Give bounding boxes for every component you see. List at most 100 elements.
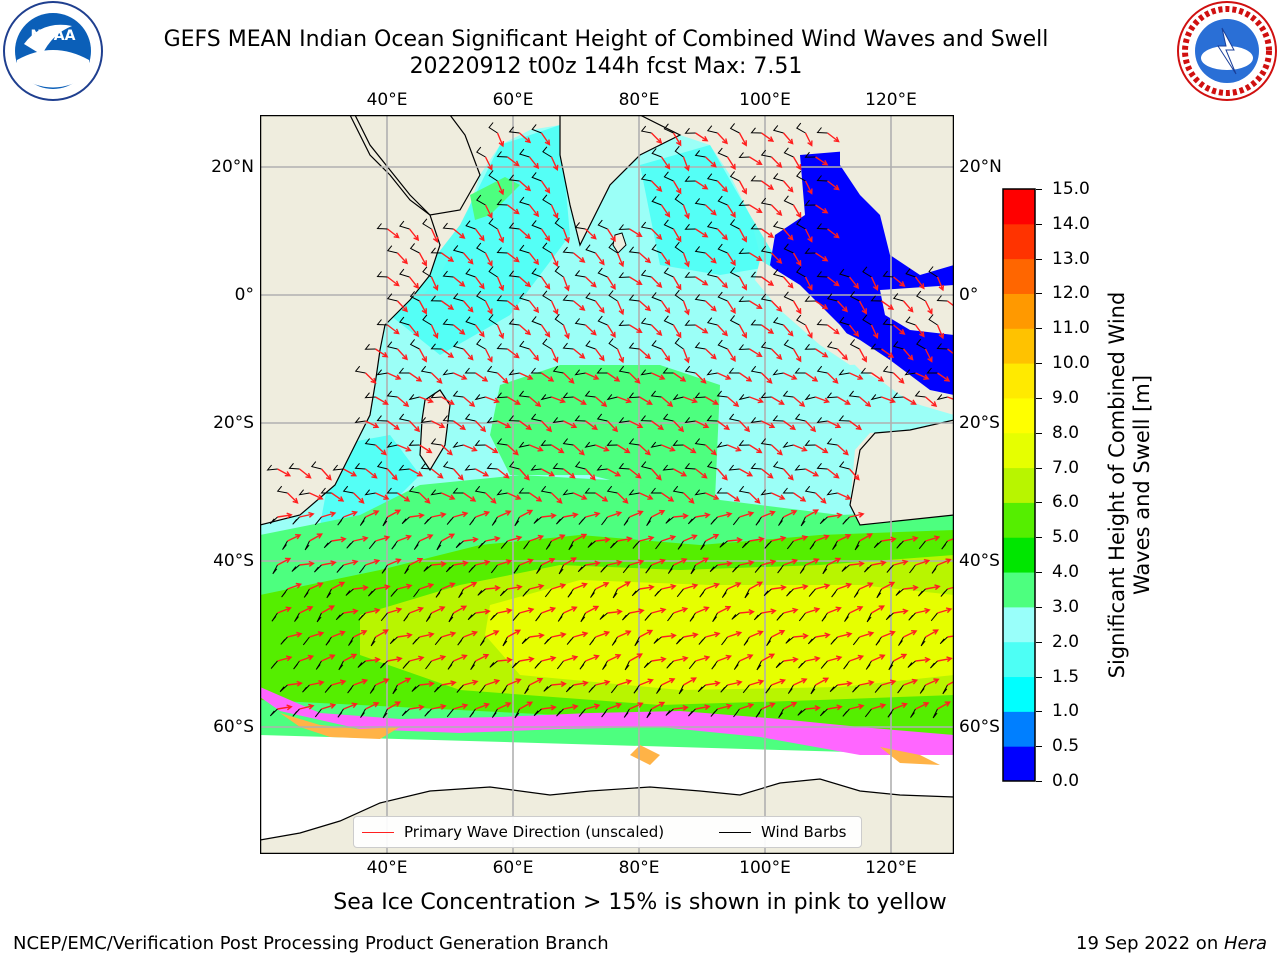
wave-direction-arrow (783, 558, 799, 566)
wind-barb (905, 268, 916, 278)
wind-barb (895, 588, 904, 596)
wave-direction-arrow (507, 252, 520, 263)
wave-direction-arrow (639, 678, 654, 686)
wind-barb (914, 390, 926, 398)
wind-barb (424, 708, 432, 717)
wave-direction-arrow (309, 631, 325, 638)
wind-barb (654, 588, 662, 597)
wave-direction-arrow (529, 534, 545, 542)
wave-direction-arrow (705, 631, 721, 638)
wind-barb (919, 684, 926, 694)
wave-direction-arrow (661, 535, 677, 542)
wave-direction-arrow (695, 228, 709, 238)
wave-direction-arrow (343, 608, 359, 615)
wave-direction-arrow (827, 372, 839, 384)
wind-barb (376, 319, 388, 326)
wave-direction-arrow (672, 180, 682, 195)
wind-barb (882, 270, 894, 278)
wind-barb (676, 588, 684, 598)
map-title: GEFS MEAN Indian Ocean Significant Heigh… (163, 27, 1049, 52)
wave-direction-arrow (343, 510, 358, 518)
wave-direction-arrow (651, 180, 663, 193)
wave-direction-arrow (397, 677, 412, 686)
wind-barb (688, 708, 696, 717)
wind-barb (552, 462, 564, 470)
wave-direction-arrow (409, 606, 424, 614)
wind-barb (424, 516, 432, 525)
wave-direction-arrow (387, 607, 403, 614)
wind-barb (430, 438, 442, 446)
wind-barb (892, 392, 904, 399)
wave-direction-arrow (739, 511, 755, 518)
colorbar-tick (1036, 502, 1042, 504)
wind-barb (314, 516, 322, 526)
legend-wind-barbs-label: Wind Barbs (761, 823, 847, 841)
wind-barb (760, 245, 772, 254)
wave-direction-arrow (761, 180, 775, 190)
wind-barb (738, 152, 750, 159)
colorbar-tick-label: 6.0 (1052, 492, 1080, 513)
wind-barb (892, 293, 904, 302)
wave-direction-arrow (617, 492, 629, 504)
wind-barb (540, 485, 552, 494)
wind-barb (663, 171, 674, 182)
wave-direction-arrow (672, 324, 682, 339)
wave-direction-arrow (651, 324, 663, 337)
land-sumatra (755, 260, 880, 365)
wind-barb (430, 295, 442, 302)
wind-barb (358, 612, 366, 621)
wind-barb (717, 339, 728, 350)
wave-direction-arrow (365, 559, 381, 566)
wind-barb (623, 516, 630, 526)
wave-direction-arrow (947, 635, 954, 638)
wind-barb (651, 196, 662, 206)
wave-direction-arrow (815, 252, 829, 262)
wind-barb (842, 516, 850, 525)
wave-direction-arrow (408, 228, 420, 242)
wave-direction-arrow (441, 631, 457, 638)
wind-barb (281, 588, 288, 598)
wind-barb (826, 392, 838, 399)
wind-barb (508, 369, 520, 376)
colorbar-title: Significant Height of Combined Wind Wave… (1100, 290, 1160, 680)
wave-direction-arrow (343, 468, 358, 477)
wind-barb (849, 339, 860, 350)
wind-barb (542, 338, 552, 350)
wind-barb (408, 439, 420, 446)
colorbar-swatch (1003, 606, 1035, 643)
wave-direction-arrow (858, 300, 867, 315)
wave-direction-arrow (761, 468, 774, 479)
wave-direction-arrow (804, 420, 817, 433)
wind-barb (821, 612, 828, 622)
wave-direction-arrow (771, 584, 787, 591)
wind-barb (401, 708, 410, 717)
wave-direction-arrow (683, 396, 698, 404)
colorbar-tick (1036, 711, 1042, 713)
wind-barb (838, 415, 850, 422)
wind-barb (442, 270, 454, 278)
wave-direction-arrow (397, 444, 412, 452)
wave-direction-arrow (726, 300, 736, 315)
wind-barb (721, 636, 728, 646)
colorbar-tick (1036, 537, 1042, 539)
wind-barb (786, 588, 794, 597)
wind-barb (584, 441, 596, 448)
wave-direction-arrow (277, 468, 292, 477)
wind-barb (266, 464, 278, 471)
wind-barb (804, 151, 816, 158)
wave-direction-arrow (331, 581, 346, 590)
wind-barb (578, 516, 586, 525)
wave-direction-arrow (441, 348, 455, 358)
wind-barb (808, 588, 816, 597)
wind-barb (706, 369, 718, 376)
wind-barb (360, 708, 366, 718)
wave-direction-arrow (914, 276, 925, 290)
legend-wind-barbs: Wind Barbs (719, 823, 846, 841)
wave-direction-arrow (353, 535, 369, 542)
colorbar-swatch (1003, 746, 1035, 782)
wave-direction-arrow (463, 444, 478, 452)
wind-barb (694, 246, 706, 254)
wave-direction-arrow (617, 536, 633, 543)
wave-direction-arrow (738, 276, 747, 291)
wind-barb (531, 124, 542, 134)
